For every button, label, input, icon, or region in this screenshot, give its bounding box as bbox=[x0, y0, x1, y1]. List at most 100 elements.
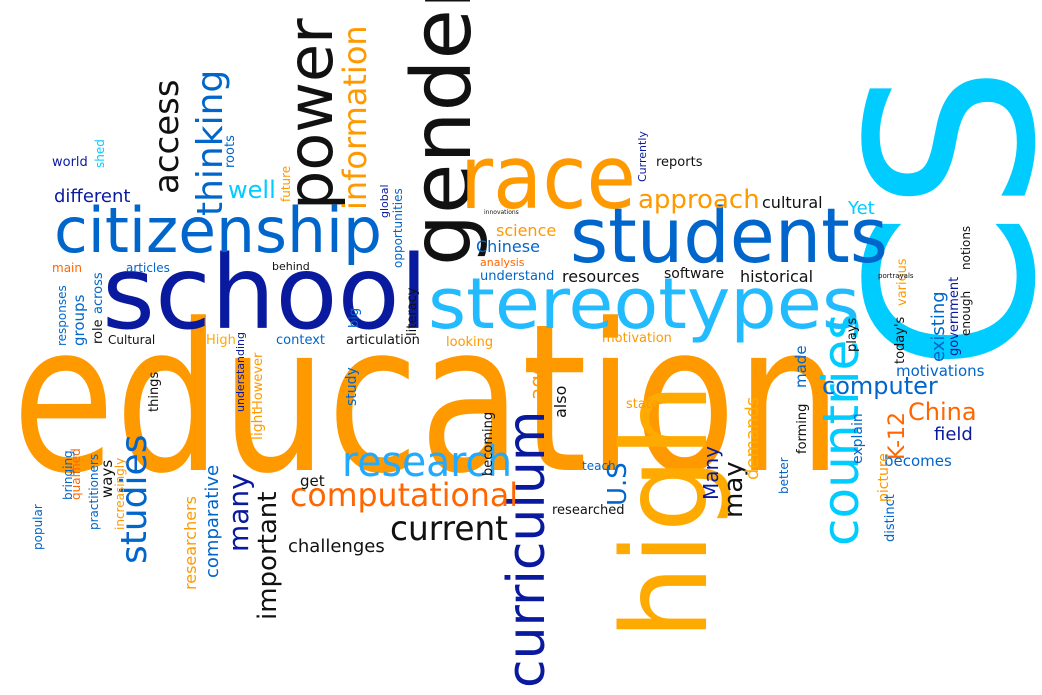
word-better: better bbox=[777, 457, 791, 494]
word-government: government bbox=[947, 277, 962, 356]
word-enough: enough bbox=[959, 291, 973, 336]
word-comparative: comparative bbox=[202, 465, 223, 578]
word-notions: notions bbox=[959, 226, 973, 270]
word-responses: responses bbox=[55, 285, 69, 346]
word-articles: articles bbox=[126, 261, 170, 275]
word-ways: ways bbox=[98, 460, 116, 498]
word-state: state bbox=[626, 397, 659, 412]
word-currently: Currently bbox=[636, 131, 649, 182]
word-shed: shed bbox=[93, 139, 107, 168]
word-students: students bbox=[570, 191, 888, 280]
word-high-small: High bbox=[206, 333, 236, 348]
word-information: information bbox=[336, 25, 374, 210]
word-curriculum: curriculum bbox=[497, 411, 557, 688]
word-analysis: analysis bbox=[480, 256, 525, 269]
word-increasingly: increasingly bbox=[113, 458, 127, 530]
word-china: China bbox=[908, 398, 977, 426]
word-resources: resources bbox=[562, 267, 640, 286]
word-plays: plays bbox=[845, 317, 860, 352]
word-world: world bbox=[52, 155, 88, 170]
word-reports: reports bbox=[656, 155, 703, 170]
word-different: different bbox=[54, 186, 130, 207]
word-demands: demands bbox=[742, 397, 763, 480]
word-us: U.S bbox=[603, 462, 633, 506]
word-behind: behind bbox=[272, 260, 310, 273]
word-race: race bbox=[460, 126, 636, 229]
word-explain: explain bbox=[850, 413, 866, 464]
word-becoming: becoming bbox=[481, 412, 496, 476]
word-things: things bbox=[147, 372, 162, 412]
word-many: many bbox=[222, 473, 255, 552]
word-researchers: researchers bbox=[181, 496, 200, 590]
word-made: made bbox=[792, 345, 810, 388]
word-power: power bbox=[274, 18, 347, 210]
word-may: may bbox=[719, 461, 749, 518]
word-motivation: motivation bbox=[602, 331, 672, 346]
word-future: future bbox=[279, 166, 293, 202]
word-approach: approach bbox=[638, 185, 760, 215]
word-role: role bbox=[91, 319, 106, 344]
word-k12: K-12 bbox=[885, 412, 910, 460]
word-qualified: qualified bbox=[69, 448, 83, 500]
word-articulation: articulation bbox=[346, 333, 420, 348]
word-school: school bbox=[102, 234, 428, 353]
word-age: age bbox=[525, 363, 549, 400]
word-main: main bbox=[52, 261, 82, 275]
word-practitioners: practitioners bbox=[87, 454, 101, 530]
word-challenges: challenges bbox=[288, 536, 385, 557]
word-stereotypes: stereotypes bbox=[428, 263, 860, 345]
word-chinese: Chinese bbox=[476, 237, 540, 256]
word-popular: popular bbox=[31, 504, 45, 550]
word-groups: groups bbox=[70, 294, 88, 346]
word-bringing: bringing bbox=[61, 450, 75, 500]
word-cultural: cultural bbox=[762, 193, 823, 212]
word-cs: CS bbox=[820, 65, 1042, 372]
word-many-cap: Many bbox=[699, 446, 723, 500]
word-roots: roots bbox=[223, 135, 238, 168]
word-also: also bbox=[551, 386, 570, 418]
word-literacy: literacy bbox=[405, 287, 420, 336]
word-global: global bbox=[378, 184, 391, 218]
word-education: education bbox=[12, 281, 842, 519]
word-forming: forming bbox=[795, 404, 810, 454]
word-research: research bbox=[342, 437, 512, 486]
word-existing: existing bbox=[928, 291, 949, 362]
word-access: access bbox=[147, 79, 187, 194]
word-historical: historical bbox=[740, 267, 813, 286]
word-opportunities: opportunities bbox=[391, 188, 405, 268]
word-distinct: distinct bbox=[883, 494, 898, 542]
word-understand: understand bbox=[480, 269, 554, 284]
word-yet: Yet bbox=[847, 198, 875, 219]
word-looking: looking bbox=[446, 335, 493, 350]
word-todays: today's bbox=[893, 316, 908, 364]
word-get: get bbox=[300, 472, 325, 490]
word-innovations: innovations bbox=[484, 209, 519, 216]
word-becomes: becomes bbox=[884, 452, 952, 470]
word-researched: researched bbox=[552, 503, 625, 518]
word-computer: computer bbox=[822, 372, 938, 400]
word-big: big bbox=[347, 308, 362, 328]
word-light: light bbox=[250, 408, 266, 440]
word-current: current bbox=[390, 509, 508, 549]
word-citizenship: citizenship bbox=[54, 194, 382, 267]
word-countries: countries bbox=[812, 314, 870, 546]
word-science: science bbox=[496, 221, 556, 240]
word-field: field bbox=[934, 424, 973, 445]
word-studies: studies bbox=[114, 435, 155, 564]
word-high: high bbox=[596, 383, 734, 640]
word-computational: computational bbox=[290, 476, 518, 514]
word-understanding: understanding bbox=[234, 332, 247, 412]
word-well: well bbox=[228, 176, 276, 204]
word-cultural-cap: Cultural bbox=[108, 333, 155, 347]
word-software: software bbox=[664, 266, 724, 282]
word-gender: gender bbox=[395, 0, 490, 266]
word-however: However bbox=[251, 352, 266, 410]
word-teach: teach bbox=[582, 459, 616, 473]
word-portrayals: portrayals bbox=[878, 272, 914, 280]
word-context: context bbox=[276, 333, 325, 348]
word-study: study bbox=[344, 367, 360, 406]
word-across: across bbox=[91, 272, 106, 314]
word-picture: picture bbox=[876, 453, 892, 502]
word-various: various bbox=[895, 258, 910, 306]
